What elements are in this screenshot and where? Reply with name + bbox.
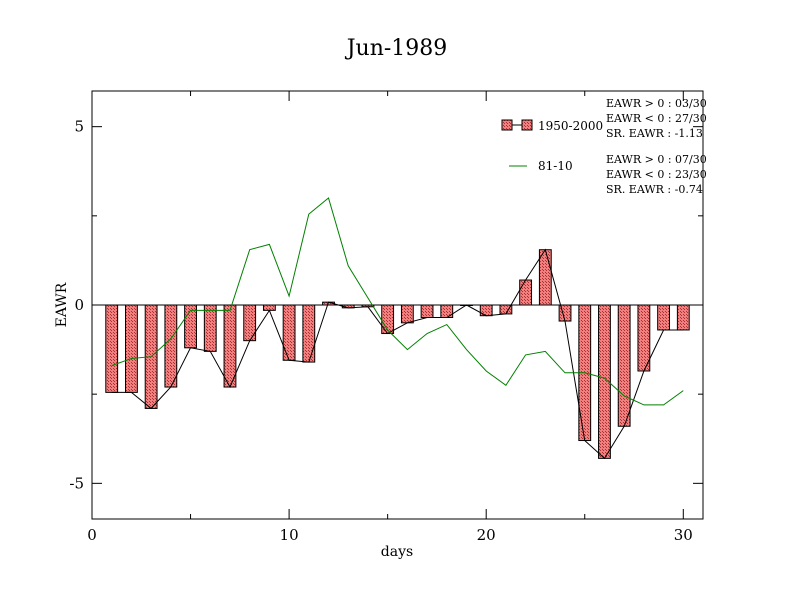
series-line-81-10 [111,197,684,406]
legend-label-81-10: 81-10 [538,159,573,173]
bar-day-28 [637,304,651,372]
series-line-1950-2000 [111,248,684,460]
x-tick-label: 20 [477,526,496,544]
bar-day-8 [243,304,257,342]
annotation-81-10-line-3: SR. EAWR : -0.74 [606,183,703,196]
bar-day-17 [420,304,434,318]
bar-day-10 [282,304,296,361]
bar-day-2 [125,304,138,393]
lines-layer [111,197,684,460]
y-tick-label: 5 [74,118,84,136]
x-tick-label: 0 [87,526,97,544]
x-tick-label: 10 [280,526,299,544]
annotation-1950-2000-line-2: EAWR < 0 : 27/30 [606,112,707,125]
bar-day-6 [203,304,217,352]
bar-day-27 [617,304,631,427]
bar-day-29 [657,304,670,331]
legend: 1950-2000 81-10 EAWR > 0 : 03/30 EAWR < 0 :… [501,97,707,196]
bar-day-11 [302,304,316,363]
bar-day-20 [479,304,493,317]
y-tick-label: -5 [69,474,84,492]
bar-day-30 [676,304,690,331]
chart-title: Jun-1989 [345,36,448,61]
x-axis-label: days [381,544,413,560]
annotation-81-10-line-1: EAWR > 0 : 07/30 [606,153,707,166]
y-axis-label: EAWR [54,282,70,327]
annotation-1950-2000-line-3: SR. EAWR : -1.13 [606,127,703,140]
annotation-1950-2000-line-1: EAWR > 0 : 03/30 [606,97,707,110]
axes-layer: 0 10 20 30 -5 0 5 [69,91,703,544]
x-tick-label: 30 [674,526,693,544]
y-tick-label: 0 [74,296,84,314]
legend-label-1950-2000: 1950-2000 [538,119,603,133]
bar-day-5 [184,304,197,349]
bar-day-7 [223,304,237,388]
bar-day-18 [440,304,454,318]
bar-day-16 [400,304,414,324]
bar-day-4 [164,304,178,388]
legend-swatch-1950-2000 [521,119,533,131]
annotation-81-10-line-2: EAWR < 0 : 23/30 [606,168,707,181]
bar-day-1 [105,304,119,393]
legend-swatch-1950-2000 [501,119,513,131]
bar-day-22 [519,279,533,306]
bars-layer [105,249,690,459]
bar-day-23 [538,249,552,306]
